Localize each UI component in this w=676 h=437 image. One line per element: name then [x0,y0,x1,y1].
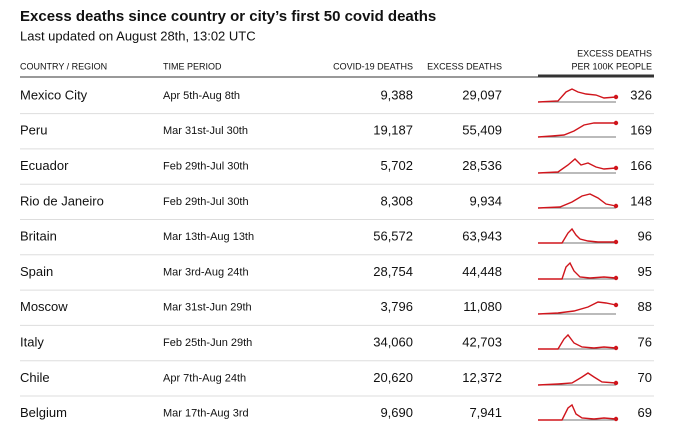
cell: Mar 31st-Jun 29th [163,302,252,314]
row-label: Ecuador [20,158,69,173]
cell: 169 [630,123,652,138]
cell: Feb 25th-Jun 29th [163,337,252,349]
cell: 28,754 [373,264,413,279]
row-label: Peru [20,123,47,138]
cell: 42,703 [462,335,502,350]
sparkline [538,403,619,422]
sparkline [537,301,619,315]
cell: 9,934 [469,193,502,208]
cell: 7,941 [469,405,502,420]
cell: 3,796 [380,299,413,314]
sparkline [538,333,619,351]
column-header: EXCESS DEATHS [577,48,652,58]
row-label: Spain [20,264,53,279]
cell: 8,308 [380,193,413,208]
cell: 19,187 [373,123,413,138]
sparkline [537,120,619,138]
cell: 95 [638,264,652,279]
cell: 326 [630,87,652,102]
cell: Feb 29th-Jul 30th [163,161,249,173]
cell: Apr 5th-Aug 8th [163,90,240,102]
row-label: Britain [20,229,57,244]
column-header: TIME PERIOD [163,61,222,71]
sparkline [537,193,619,209]
cell: 20,620 [373,370,413,385]
cell: 12,372 [462,370,502,385]
sparkline [538,261,619,281]
cell: Apr 7th-Aug 24th [163,372,246,384]
cell: Mar 3rd-Aug 24th [163,266,249,278]
cell: 88 [638,299,652,314]
cell: 29,097 [462,87,502,102]
cell: 44,448 [462,264,502,279]
column-header: PER 100K PEOPLE [571,61,652,71]
sparkline [537,158,619,174]
cell: 56,572 [373,229,413,244]
row-label: Chile [20,370,50,385]
row-label: Rio de Janeiro [20,193,104,208]
cell: 70 [638,370,652,385]
cell: 69 [638,405,652,420]
cell: 166 [630,158,652,173]
cell: 96 [638,229,652,244]
cell: 76 [638,335,652,350]
column-header: COUNTRY / REGION [20,61,107,71]
cell: 34,060 [373,335,413,350]
title: Excess deaths since country or city’s fi… [20,8,436,25]
subtitle: Last updated on August 28th, 13:02 UTC [20,28,256,43]
sparkline [537,372,619,386]
cell: 55,409 [462,123,502,138]
cell: 11,080 [463,299,502,314]
sparkline [538,227,619,245]
cell: 148 [630,193,652,208]
cell: Mar 13th-Aug 13th [163,231,254,243]
row-label: Belgium [20,405,67,420]
cell: Mar 17th-Aug 3rd [163,408,249,420]
row-label: Italy [20,335,44,350]
cell: 9,388 [380,87,413,102]
row-label: Moscow [20,299,68,314]
cell: 5,702 [380,158,413,173]
cell: 63,943 [462,229,502,244]
sparkline [537,88,619,103]
row-label: Mexico City [20,87,88,102]
sparklines [537,88,619,422]
column-header: EXCESS DEATHS [427,61,502,71]
cell: Mar 31st-Jul 30th [163,125,248,137]
cell: 9,690 [380,405,413,420]
cell: 28,536 [462,158,502,173]
column-header: COVID-19 DEATHS [333,61,413,71]
cell: Feb 29th-Jul 30th [163,196,249,208]
